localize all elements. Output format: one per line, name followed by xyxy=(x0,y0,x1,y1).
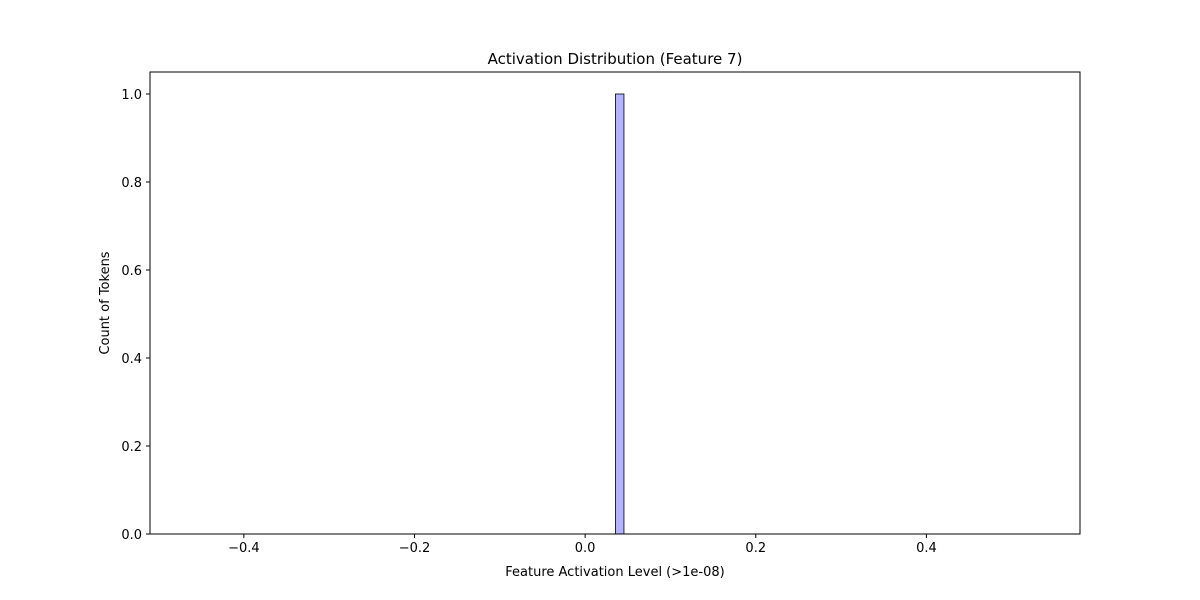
y-tick-label: 0.2 xyxy=(121,440,142,455)
x-tick-label: −0.4 xyxy=(228,541,260,556)
x-tick-label: −0.2 xyxy=(399,541,431,556)
plot-area xyxy=(615,93,625,535)
y-tick-label: 0.8 xyxy=(121,176,142,191)
x-axis-label: Feature Activation Level (>1e-08) xyxy=(505,565,724,580)
x-tick-label: 0.4 xyxy=(916,541,937,556)
y-tick-label: 1.0 xyxy=(121,88,142,103)
x-tick-label: 0.0 xyxy=(575,541,596,556)
x-axis: −0.4 −0.2 0.0 0.2 0.4 xyxy=(228,534,937,556)
y-axis-label: Count of Tokens xyxy=(98,251,113,354)
y-tick-label: 0.6 xyxy=(121,264,142,279)
chart-title: Activation Distribution (Feature 7) xyxy=(488,50,743,68)
y-tick-label: 0.4 xyxy=(121,352,142,367)
plot-frame xyxy=(149,71,1081,535)
x-tick-label: 0.2 xyxy=(745,541,766,556)
y-tick-label: 0.0 xyxy=(121,528,142,543)
histogram-bar-0 xyxy=(615,93,625,535)
y-axis: 0.0 0.2 0.4 0.6 0.8 1.0 xyxy=(121,88,150,543)
